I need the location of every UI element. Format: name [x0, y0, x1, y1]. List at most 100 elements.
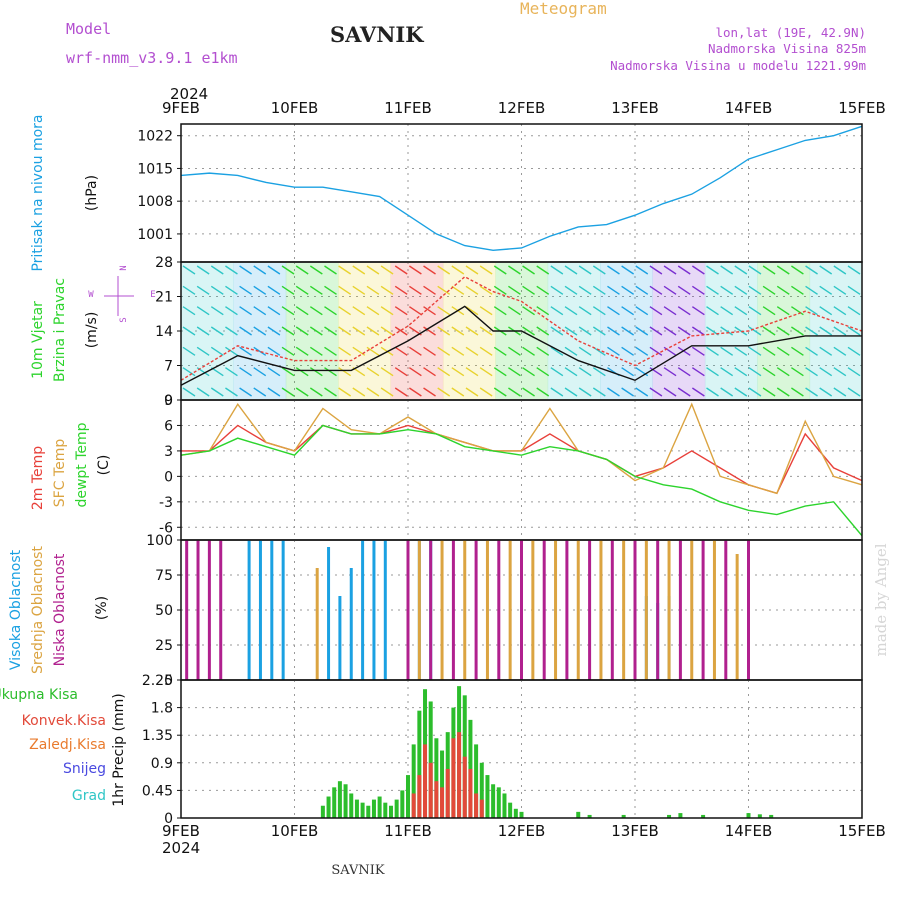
- wind-barb: [564, 346, 578, 356]
- bottom-tick-label: 11FEB: [384, 822, 431, 840]
- wind-barb: [324, 285, 337, 295]
- wind-barb: [621, 265, 635, 275]
- wind-barb: [508, 306, 521, 316]
- wind-barb: [776, 326, 790, 336]
- wind-barb: [366, 326, 380, 336]
- bar: [394, 799, 399, 818]
- bar: [406, 775, 410, 818]
- wind-barb: [196, 285, 210, 295]
- bar: [270, 540, 274, 680]
- wind-barb: [649, 387, 663, 397]
- wind-barb: [239, 346, 252, 356]
- wind-barb: [522, 367, 535, 377]
- pressure-unit: (hPa): [84, 175, 100, 211]
- wind-barb: [564, 306, 578, 316]
- wind-barb: [493, 387, 507, 397]
- wind-barb: [338, 346, 352, 356]
- wind-barb: [564, 387, 578, 397]
- wind-barb: [394, 265, 408, 275]
- wind-barb: [564, 265, 578, 275]
- wind-barb: [748, 346, 762, 356]
- wind-barb: [677, 306, 691, 316]
- wind-barb: [819, 326, 833, 336]
- y-tick-label: -6: [159, 520, 173, 536]
- wind-barb: [366, 367, 380, 377]
- wind-barb: [408, 285, 422, 295]
- wind-barb: [423, 346, 436, 356]
- wind-barb: [267, 265, 281, 275]
- y-tick-label: 1001: [137, 227, 173, 243]
- wind-barb: [366, 285, 380, 295]
- bar: [372, 540, 376, 680]
- wind-barb: [706, 265, 719, 275]
- wind-barb: [621, 306, 635, 316]
- wind-barb: [182, 367, 196, 377]
- wind-barb: [833, 346, 847, 356]
- wind-barb: [309, 265, 323, 275]
- wind-barb: [352, 285, 366, 295]
- wind-barb: [791, 346, 804, 356]
- wind-barb: [281, 306, 295, 316]
- top-tick-label: 15FEB: [838, 99, 885, 117]
- wind-barb: [706, 367, 719, 377]
- wind-barb: [267, 367, 281, 377]
- wind-barb: [394, 306, 408, 316]
- bar: [610, 540, 614, 680]
- bar: [576, 811, 581, 818]
- wind-barb: [394, 326, 408, 336]
- wind-barb: [607, 326, 620, 336]
- wind-barb: [805, 367, 818, 377]
- wind-band: [338, 263, 392, 399]
- wind-barb: [493, 346, 507, 356]
- wind-barb: [239, 367, 252, 377]
- wind-barb: [649, 367, 663, 377]
- model-name: wrf-nmm_v3.9.1 e1km: [66, 49, 238, 67]
- y-tick-label: 7: [164, 359, 173, 375]
- wind-barb: [649, 265, 663, 275]
- wind-barb: [309, 285, 323, 295]
- legend-rain-total: Ukupna Kisa: [0, 687, 78, 703]
- wind-barb: [536, 285, 550, 295]
- wind-barb: [451, 367, 465, 377]
- wind-barb: [493, 306, 507, 316]
- wind-barb: [267, 326, 281, 336]
- bar: [451, 738, 456, 818]
- wind-barb: [762, 306, 776, 316]
- bar: [428, 701, 433, 818]
- wind-barb: [508, 367, 521, 377]
- wind-barb: [720, 367, 734, 377]
- wind-barb: [225, 285, 238, 295]
- wind-barb: [734, 346, 748, 356]
- y-tick-label: 1008: [137, 194, 173, 210]
- bar: [565, 540, 569, 680]
- wind-barb: [295, 265, 309, 275]
- wind-barb: [225, 367, 238, 377]
- wind-barb: [762, 387, 776, 397]
- wind-barb: [776, 265, 790, 275]
- bar: [678, 813, 683, 818]
- wind-barb: [847, 346, 861, 356]
- bottom-tick-label: 13FEB: [611, 822, 658, 840]
- bar: [361, 540, 365, 680]
- panel-frame: [180, 123, 863, 263]
- wind-barb: [309, 367, 323, 377]
- bar: [667, 814, 672, 818]
- wind-barb: [281, 367, 295, 377]
- wind-barb: [253, 306, 267, 316]
- wind-barb: [734, 367, 748, 377]
- wind-barb: [621, 346, 635, 356]
- bar: [622, 540, 626, 680]
- wind-barb: [437, 326, 451, 336]
- compass-n: N: [119, 265, 129, 270]
- wind-barb: [663, 326, 677, 336]
- wind-barb: [592, 285, 606, 295]
- wind-barb: [493, 367, 507, 377]
- bar: [434, 781, 439, 818]
- bar: [769, 814, 774, 818]
- bottom-time-ticks: 9FEB 10FEB 11FEB 12FEB 13FEB 14FEB 15FEB: [162, 822, 886, 840]
- wind-barb: [182, 265, 196, 275]
- credit-label: made by Angel: [872, 543, 890, 656]
- lonlat-label: lon,lat (19E, 42.9N): [715, 25, 866, 40]
- wind-barb: [564, 367, 578, 377]
- bar: [757, 814, 762, 818]
